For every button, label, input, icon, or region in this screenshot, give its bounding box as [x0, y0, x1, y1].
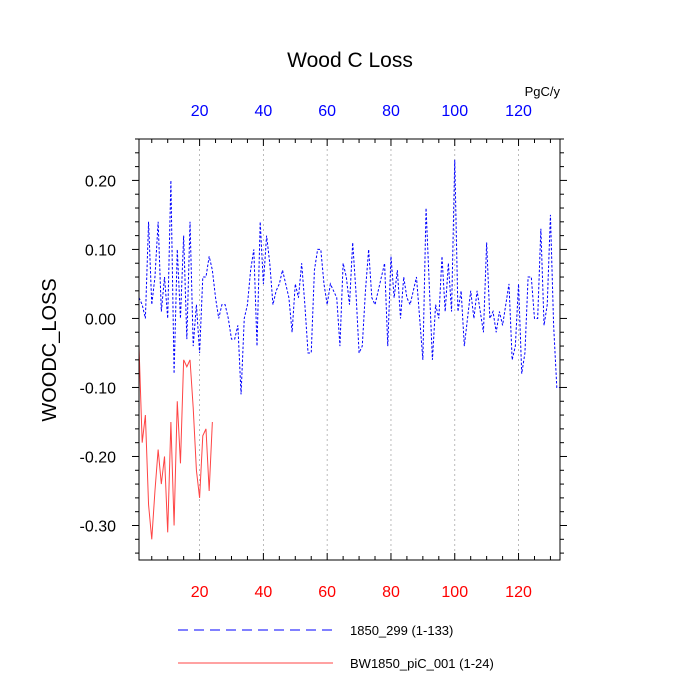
x-tick-label-bottom: 60 — [318, 584, 336, 601]
x-tick-label-top: 20 — [191, 103, 209, 120]
series-line-2 — [139, 346, 213, 540]
x-tick-label-bottom: 100 — [441, 584, 468, 601]
x-axis-bottom: 20 40 60 80 100 120 — [191, 584, 532, 601]
grid-lines — [199, 139, 519, 560]
x-tick-label-top: 120 — [505, 103, 532, 120]
y-axis-label: WOODC_LOSS — [39, 278, 61, 421]
x-tick-label-top: 100 — [441, 103, 468, 120]
y-tick-label: -0.30 — [80, 518, 117, 535]
y-tick-label: 0.10 — [85, 242, 116, 259]
x-tick-label-bottom: 20 — [191, 584, 209, 601]
y-axis: 0.20 0.10 0.00 -0.10 -0.20 -0.30 — [80, 173, 117, 535]
legend: 1850_299 (1-133) BW1850_piC_001 (1-24) — [178, 623, 494, 671]
series-line-1 — [139, 159, 560, 395]
x-axis-top: 20 40 60 80 100 120 — [191, 103, 532, 120]
series-lines — [139, 159, 560, 540]
x-tick-label-bottom: 120 — [505, 584, 532, 601]
x-tick-label-top: 40 — [254, 103, 272, 120]
x-tick-label-bottom: 80 — [382, 584, 400, 601]
units-label: PgC/y — [525, 84, 561, 99]
y-tick-label: -0.10 — [80, 380, 117, 397]
y-tick-label: 0.20 — [85, 173, 116, 190]
y-tick-label: -0.20 — [80, 449, 117, 466]
legend-label-series-1: 1850_299 (1-133) — [350, 623, 453, 638]
legend-label-series-2: BW1850_piC_001 (1-24) — [350, 656, 494, 671]
y-tick-label: 0.00 — [85, 311, 116, 328]
x-tick-label-top: 60 — [318, 103, 336, 120]
plot-frame — [138, 138, 561, 561]
x-tick-label-bottom: 40 — [254, 584, 272, 601]
axis-ticks — [132, 138, 567, 560]
x-tick-label-top: 80 — [382, 103, 400, 120]
chart-title: Wood C Loss — [287, 49, 413, 72]
